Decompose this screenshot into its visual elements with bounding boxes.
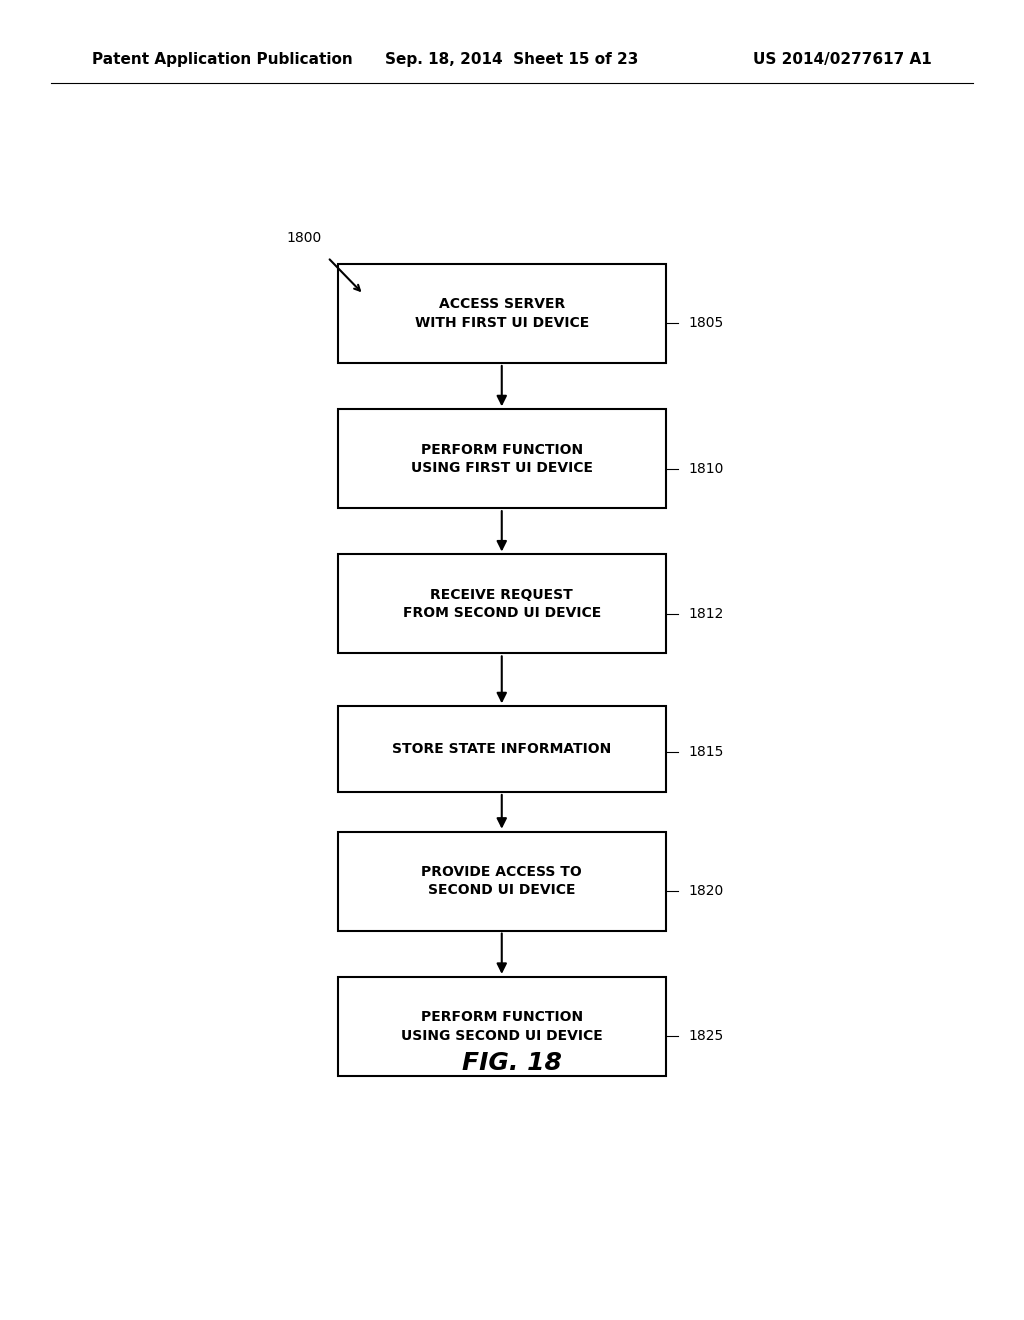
- FancyBboxPatch shape: [338, 706, 666, 792]
- Text: US 2014/0277617 A1: US 2014/0277617 A1: [753, 51, 932, 67]
- Text: 1820: 1820: [688, 884, 723, 898]
- FancyBboxPatch shape: [338, 554, 666, 653]
- Text: Patent Application Publication: Patent Application Publication: [92, 51, 353, 67]
- Text: 1815: 1815: [688, 746, 724, 759]
- Text: 1812: 1812: [688, 607, 724, 620]
- FancyBboxPatch shape: [338, 264, 666, 363]
- Text: PERFORM FUNCTION
USING FIRST UI DEVICE: PERFORM FUNCTION USING FIRST UI DEVICE: [411, 442, 593, 475]
- Text: PERFORM FUNCTION
USING SECOND UI DEVICE: PERFORM FUNCTION USING SECOND UI DEVICE: [400, 1010, 603, 1043]
- Text: Sep. 18, 2014  Sheet 15 of 23: Sep. 18, 2014 Sheet 15 of 23: [385, 51, 639, 67]
- Text: 1800: 1800: [287, 231, 322, 244]
- Text: 1825: 1825: [688, 1030, 723, 1043]
- Text: FIG. 18: FIG. 18: [462, 1051, 562, 1074]
- Text: STORE STATE INFORMATION: STORE STATE INFORMATION: [392, 742, 611, 756]
- FancyBboxPatch shape: [338, 409, 666, 508]
- Text: ACCESS SERVER
WITH FIRST UI DEVICE: ACCESS SERVER WITH FIRST UI DEVICE: [415, 297, 589, 330]
- FancyBboxPatch shape: [338, 977, 666, 1076]
- Text: 1805: 1805: [688, 317, 723, 330]
- Text: 1810: 1810: [688, 462, 724, 475]
- Text: PROVIDE ACCESS TO
SECOND UI DEVICE: PROVIDE ACCESS TO SECOND UI DEVICE: [422, 865, 582, 898]
- FancyBboxPatch shape: [338, 832, 666, 931]
- Text: RECEIVE REQUEST
FROM SECOND UI DEVICE: RECEIVE REQUEST FROM SECOND UI DEVICE: [402, 587, 601, 620]
